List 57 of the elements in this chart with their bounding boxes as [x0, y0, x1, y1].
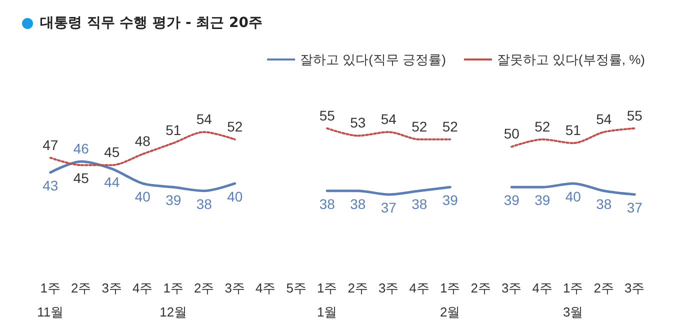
- x-tick-label: 1주 12월: [160, 280, 188, 320]
- data-label: 55: [319, 107, 336, 124]
- data-label: 51: [565, 122, 582, 138]
- data-label: 50: [504, 126, 520, 142]
- x-tick-label: 4주: [532, 280, 552, 296]
- data-label: 46: [73, 140, 90, 156]
- x-tick-label: 2주: [348, 280, 368, 296]
- data-label: 37: [380, 200, 397, 216]
- data-label: 54: [380, 111, 397, 128]
- data-label: 45: [73, 170, 90, 186]
- x-tick-label: 4주: [256, 280, 276, 296]
- data-label: 48: [134, 133, 151, 150]
- data-label: 39: [442, 192, 458, 208]
- data-label: 47: [42, 136, 58, 153]
- x-tick-label: 3주: [378, 280, 399, 296]
- legend-label: 잘하고 있다(직무 긍정률): [300, 52, 446, 67]
- data-label: 51: [166, 122, 182, 138]
- x-tick-label: 3주: [502, 280, 522, 296]
- data-label: 39: [534, 192, 550, 208]
- data-label: 38: [596, 196, 612, 212]
- x-tick-label: 1주 3월: [563, 280, 584, 320]
- x-tick-label: 2주: [71, 280, 92, 296]
- data-label: 40: [134, 188, 151, 204]
- data-label: 44: [104, 174, 120, 190]
- legend-label: 잘못하고 있다(부정률, %): [496, 52, 646, 67]
- data-label: 52: [412, 118, 428, 134]
- data-label: 45: [104, 144, 120, 160]
- data-label: 40: [227, 188, 243, 204]
- data-label: 38: [350, 196, 366, 212]
- x-tick-label: 1주 1월: [317, 280, 338, 320]
- data-label: 54: [196, 111, 212, 128]
- x-tick-label: 3주: [624, 280, 645, 296]
- x-tick-label: 2주: [594, 280, 614, 296]
- data-label: 40: [565, 188, 582, 204]
- x-tick-label: 2주: [470, 280, 491, 296]
- data-label: 37: [626, 200, 643, 216]
- data-label: 39: [504, 192, 520, 208]
- data-label: 38: [412, 196, 428, 212]
- data-label: 39: [166, 192, 182, 208]
- data-label: 38: [319, 196, 336, 212]
- chart-title: 대통령 직무 수행 평가 - 최근 20주: [40, 14, 263, 32]
- x-tick-label: 3주: [224, 280, 245, 296]
- x-tick-label: 3주: [102, 280, 122, 296]
- x-tick-label: 1주 11월: [37, 280, 64, 320]
- x-tick-label: 5주: [286, 280, 306, 296]
- data-label: 38: [196, 196, 212, 212]
- data-label: 53: [350, 114, 366, 131]
- x-tick-label: 4주: [409, 280, 430, 296]
- data-label: 54: [596, 111, 612, 128]
- data-label: 55: [626, 107, 643, 124]
- x-tick-label: 2주: [194, 280, 214, 296]
- data-label: 43: [42, 177, 58, 194]
- data-label: 52: [534, 118, 550, 134]
- x-tick-label: 1주 2월: [440, 280, 460, 320]
- data-label: 52: [442, 118, 458, 134]
- x-tick-label: 4주: [132, 280, 153, 296]
- data-label: 52: [227, 118, 243, 134]
